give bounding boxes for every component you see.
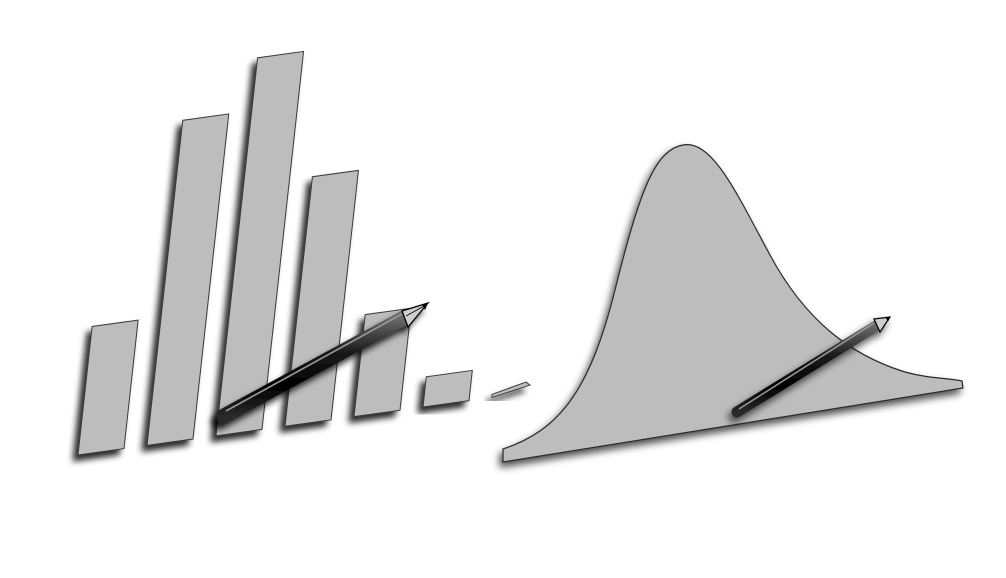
- histogram-bar: [77, 319, 139, 456]
- bell-curve-illustration: [502, 144, 964, 463]
- pencil-icon: [216, 301, 430, 424]
- histogram-bar: [215, 50, 305, 437]
- bell-curve-shape: [502, 144, 964, 463]
- histogram-illustration: [77, 50, 532, 456]
- histogram-bar: [422, 369, 473, 408]
- pencil-icon: [731, 316, 892, 418]
- histogram-bar: [284, 169, 360, 427]
- histogram-bar: [491, 381, 532, 399]
- histogram-bar: [146, 113, 230, 446]
